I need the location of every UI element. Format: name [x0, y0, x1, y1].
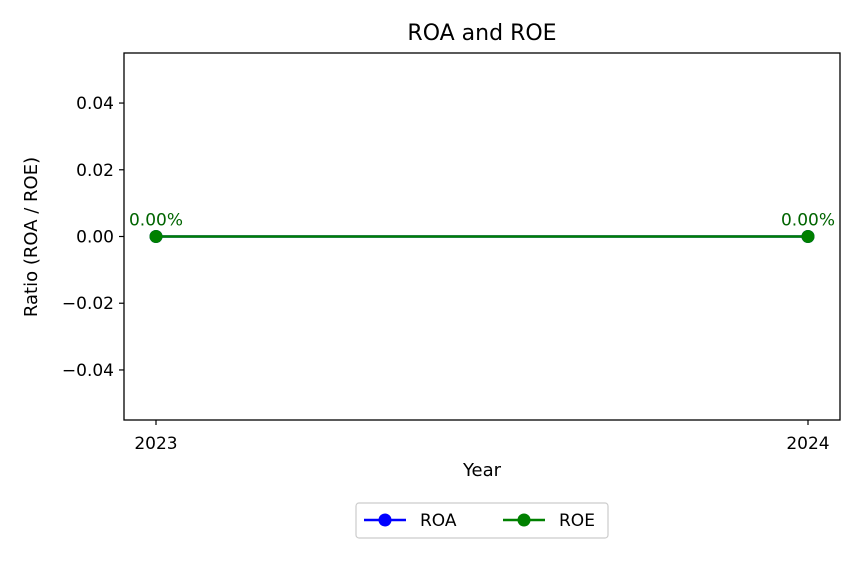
legend-swatch-marker [517, 513, 531, 527]
data-point-roe [149, 230, 163, 243]
y-tick-label: 0.02 [76, 161, 114, 181]
legend-label-roa: ROA [420, 511, 457, 531]
legend-label-roe: ROE [559, 511, 595, 531]
x-axis: 2023 2024 [134, 420, 830, 454]
chart-title: ROA and ROE [407, 21, 556, 46]
x-axis-label: Year [462, 460, 502, 481]
y-tick-label: −0.02 [62, 294, 114, 314]
data-label-roe: 0.00% [129, 211, 183, 231]
y-tick-label: 0.04 [76, 94, 114, 114]
x-tick-label: 2024 [786, 434, 829, 454]
y-axis: −0.04 −0.02 0.00 0.02 0.04 [62, 94, 124, 381]
legend-box [355, 502, 609, 539]
series-layer [149, 230, 815, 243]
y-axis-label: Ratio (ROA / ROE) [21, 157, 42, 317]
legend-swatch-marker [378, 513, 392, 527]
y-tick-label: 0.00 [76, 228, 114, 248]
y-tick-label: −0.04 [62, 361, 114, 381]
legend: ROA ROE [355, 502, 609, 539]
data-labels-layer: 0.00% 0.00% [129, 211, 835, 231]
x-tick-label: 2023 [134, 434, 177, 454]
data-point-roe [801, 230, 815, 243]
data-label-roe: 0.00% [781, 211, 835, 231]
